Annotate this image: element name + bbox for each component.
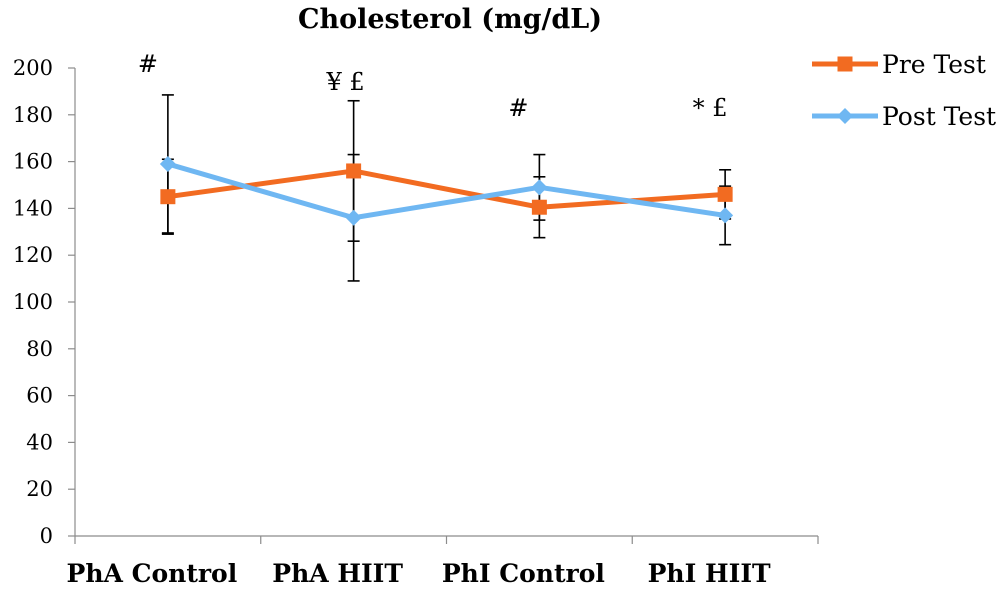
x-tick-label: PhA Control: [67, 559, 238, 588]
legend-label: Pre Test: [882, 50, 986, 79]
y-tick-label: 160: [13, 150, 53, 174]
legend-label: Post Test: [882, 102, 996, 131]
y-tick-label: 0: [40, 524, 53, 548]
data-point-square: [160, 189, 176, 205]
x-tick-label: PhA HIIT: [272, 559, 403, 588]
y-tick-label: 200: [13, 56, 53, 80]
data-point-diamond: [159, 155, 176, 172]
axes: 0 20 40 60 80 100 120 140 160 180 200 PhA Control Ph…: [13, 56, 819, 588]
data-point-diamond: [717, 207, 734, 224]
data-point-square: [717, 186, 733, 202]
data-point-diamond: [531, 179, 548, 196]
annotation-label: ¥ £: [326, 68, 365, 96]
y-tick-label: 60: [26, 384, 53, 408]
annotation-label: * £: [693, 94, 728, 122]
y-tick-label: 40: [26, 430, 53, 454]
y-tick-label: 80: [26, 337, 53, 361]
x-tick-label: PhI Control: [442, 559, 605, 588]
series-line-2: [167, 161, 726, 221]
annotation-label: #: [508, 94, 528, 122]
chart-marks: # ¥ £ # * £: [138, 50, 734, 282]
data-point-diamond: [345, 209, 362, 226]
annotation-label: #: [138, 50, 158, 78]
x-tick-label: PhI HIIT: [648, 559, 771, 588]
legend: Pre Test Post Test: [812, 50, 996, 131]
data-point-square: [346, 163, 362, 179]
legend-marker-diamond: [837, 108, 853, 124]
y-tick-label: 120: [13, 243, 53, 267]
y-tick-label: 20: [26, 477, 53, 501]
y-tick-label: 100: [13, 290, 53, 314]
chart-title: Cholesterol (mg/dL): [298, 4, 602, 35]
y-tick-label: 180: [13, 103, 53, 127]
data-point-square: [531, 199, 547, 215]
legend-marker-square: [837, 56, 853, 72]
y-tick-label: 140: [13, 196, 53, 220]
